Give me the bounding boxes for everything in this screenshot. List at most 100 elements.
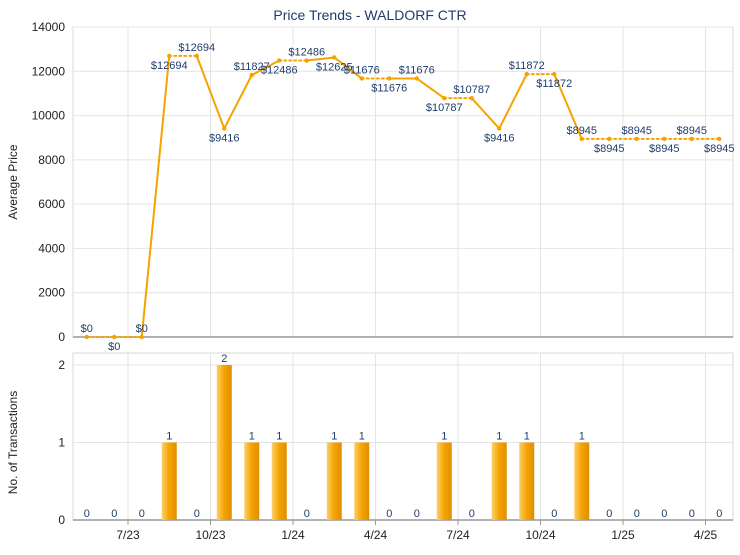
price-data-point <box>332 55 337 60</box>
price-point-label: $8945 <box>649 143 680 155</box>
price-data-point <box>524 71 529 77</box>
price-point-label: $8945 <box>566 125 597 137</box>
transaction-bar-label: 1 <box>166 431 172 443</box>
transaction-bar-label: 0 <box>386 508 392 520</box>
transaction-bar <box>574 442 590 520</box>
price-line-segment <box>305 56 336 62</box>
transactions-y-tick-label: 0 <box>58 513 65 527</box>
price-data-point <box>442 95 447 101</box>
transaction-bar-label: 0 <box>689 508 695 520</box>
transaction-bar <box>491 442 507 520</box>
transaction-bar-label: 1 <box>496 431 502 443</box>
transaction-bar-label: 1 <box>359 431 365 443</box>
price-point-label: $12486 <box>261 65 298 77</box>
price-data-point <box>359 76 364 81</box>
price-point-label: $11676 <box>399 64 435 76</box>
transaction-bar-label: 0 <box>84 508 90 520</box>
transaction-bar-label: 0 <box>634 508 640 520</box>
price-data-point <box>607 136 612 142</box>
price-line-segment <box>553 73 583 140</box>
transaction-bar-label: 0 <box>661 508 667 520</box>
price-data-point <box>194 53 199 59</box>
price-data-point <box>689 136 694 142</box>
transaction-bar-label: 1 <box>331 431 337 443</box>
price-point-label: $11872 <box>536 78 572 90</box>
price-data-point <box>579 136 584 142</box>
transaction-bar <box>271 442 287 520</box>
price-line-segment <box>195 54 226 130</box>
transaction-bar-label: 2 <box>221 353 227 365</box>
price-line-segment <box>140 54 171 338</box>
price-data-point <box>662 136 667 142</box>
price-data-point <box>277 58 282 63</box>
transaction-bar-label: 1 <box>249 431 255 443</box>
transaction-bar <box>216 365 232 520</box>
transaction-bar-label: 1 <box>524 431 530 443</box>
price-data-point <box>249 72 254 78</box>
price-point-label: $8945 <box>594 143 625 155</box>
price-line-segment <box>223 74 253 130</box>
transaction-bar-label: 1 <box>441 431 447 443</box>
price-y-tick-label: 10000 <box>32 109 66 123</box>
price-data-point <box>222 126 227 131</box>
price-point-label: $10787 <box>426 102 463 114</box>
price-point-label: $8945 <box>621 125 652 137</box>
transactions-x-tick-label: 4/25 <box>694 528 718 542</box>
transaction-bar-label: 0 <box>304 508 310 520</box>
price-data-point <box>469 95 474 101</box>
transaction-bar-label: 0 <box>606 508 612 520</box>
price-point-label: $8945 <box>704 143 735 155</box>
transaction-bar-label: 0 <box>414 508 420 520</box>
transaction-bar-label: 0 <box>551 508 557 520</box>
price-line-segment <box>498 73 528 130</box>
price-data-point <box>139 334 144 340</box>
price-line-segment <box>415 77 446 100</box>
transaction-bar-label: 0 <box>111 508 117 520</box>
price-point-label: $11676 <box>371 82 407 94</box>
transaction-bar-label: 0 <box>139 508 145 520</box>
transaction-bar <box>326 442 342 520</box>
transaction-bar-label: 0 <box>469 508 475 520</box>
price-point-label: $0 <box>81 323 93 335</box>
transaction-bar <box>244 442 260 520</box>
price-point-label: $9416 <box>209 133 240 145</box>
price-data-point <box>112 334 117 340</box>
transactions-y-tick-label: 1 <box>58 436 65 450</box>
transaction-bar-label: 0 <box>716 508 722 520</box>
transactions-x-tick-label: 10/23 <box>195 528 225 542</box>
price-point-label: $9416 <box>484 133 515 145</box>
transaction-bar <box>161 442 177 520</box>
transactions-x-tick-label: 1/24 <box>281 528 305 542</box>
price-point-label: $12694 <box>151 60 188 72</box>
transactions-x-tick-label: 1/25 <box>611 528 635 542</box>
chart-title: Price Trends - WALDORF CTR <box>273 7 466 23</box>
price-point-label: $11827 <box>234 61 270 73</box>
price-point-label: $12625 <box>316 61 353 73</box>
transaction-bar <box>436 442 452 520</box>
price-y-tick-label: 4000 <box>38 241 65 255</box>
transaction-bar-label: 0 <box>194 508 200 520</box>
transactions-y-axis-label: No. of Transactions <box>6 391 20 494</box>
transactions-x-tick-label: 7/23 <box>116 528 140 542</box>
price-line-segment <box>250 59 281 77</box>
price-y-axis-label: Average Price <box>6 144 20 219</box>
price-data-point <box>717 136 722 142</box>
price-point-label: $0 <box>136 323 148 335</box>
transactions-x-tick-label: 4/24 <box>364 528 388 542</box>
transaction-bar <box>354 442 370 520</box>
price-data-point <box>167 53 172 59</box>
price-point-label: $11872 <box>509 60 545 72</box>
price-y-tick-label: 8000 <box>38 153 65 167</box>
transactions-x-tick-label: 10/24 <box>525 528 555 542</box>
transactions-x-tick-label: 7/24 <box>446 528 470 542</box>
transactions-y-tick-label: 2 <box>58 358 65 372</box>
price-point-label: $8945 <box>676 125 707 137</box>
price-line-segment <box>333 56 363 80</box>
price-y-tick-label: 2000 <box>38 286 65 300</box>
transaction-bar <box>519 442 535 520</box>
price-data-point <box>552 71 557 77</box>
price-point-label: $12486 <box>288 47 325 59</box>
price-point-label: $12694 <box>178 42 215 54</box>
price-point-label: $0 <box>108 341 120 353</box>
